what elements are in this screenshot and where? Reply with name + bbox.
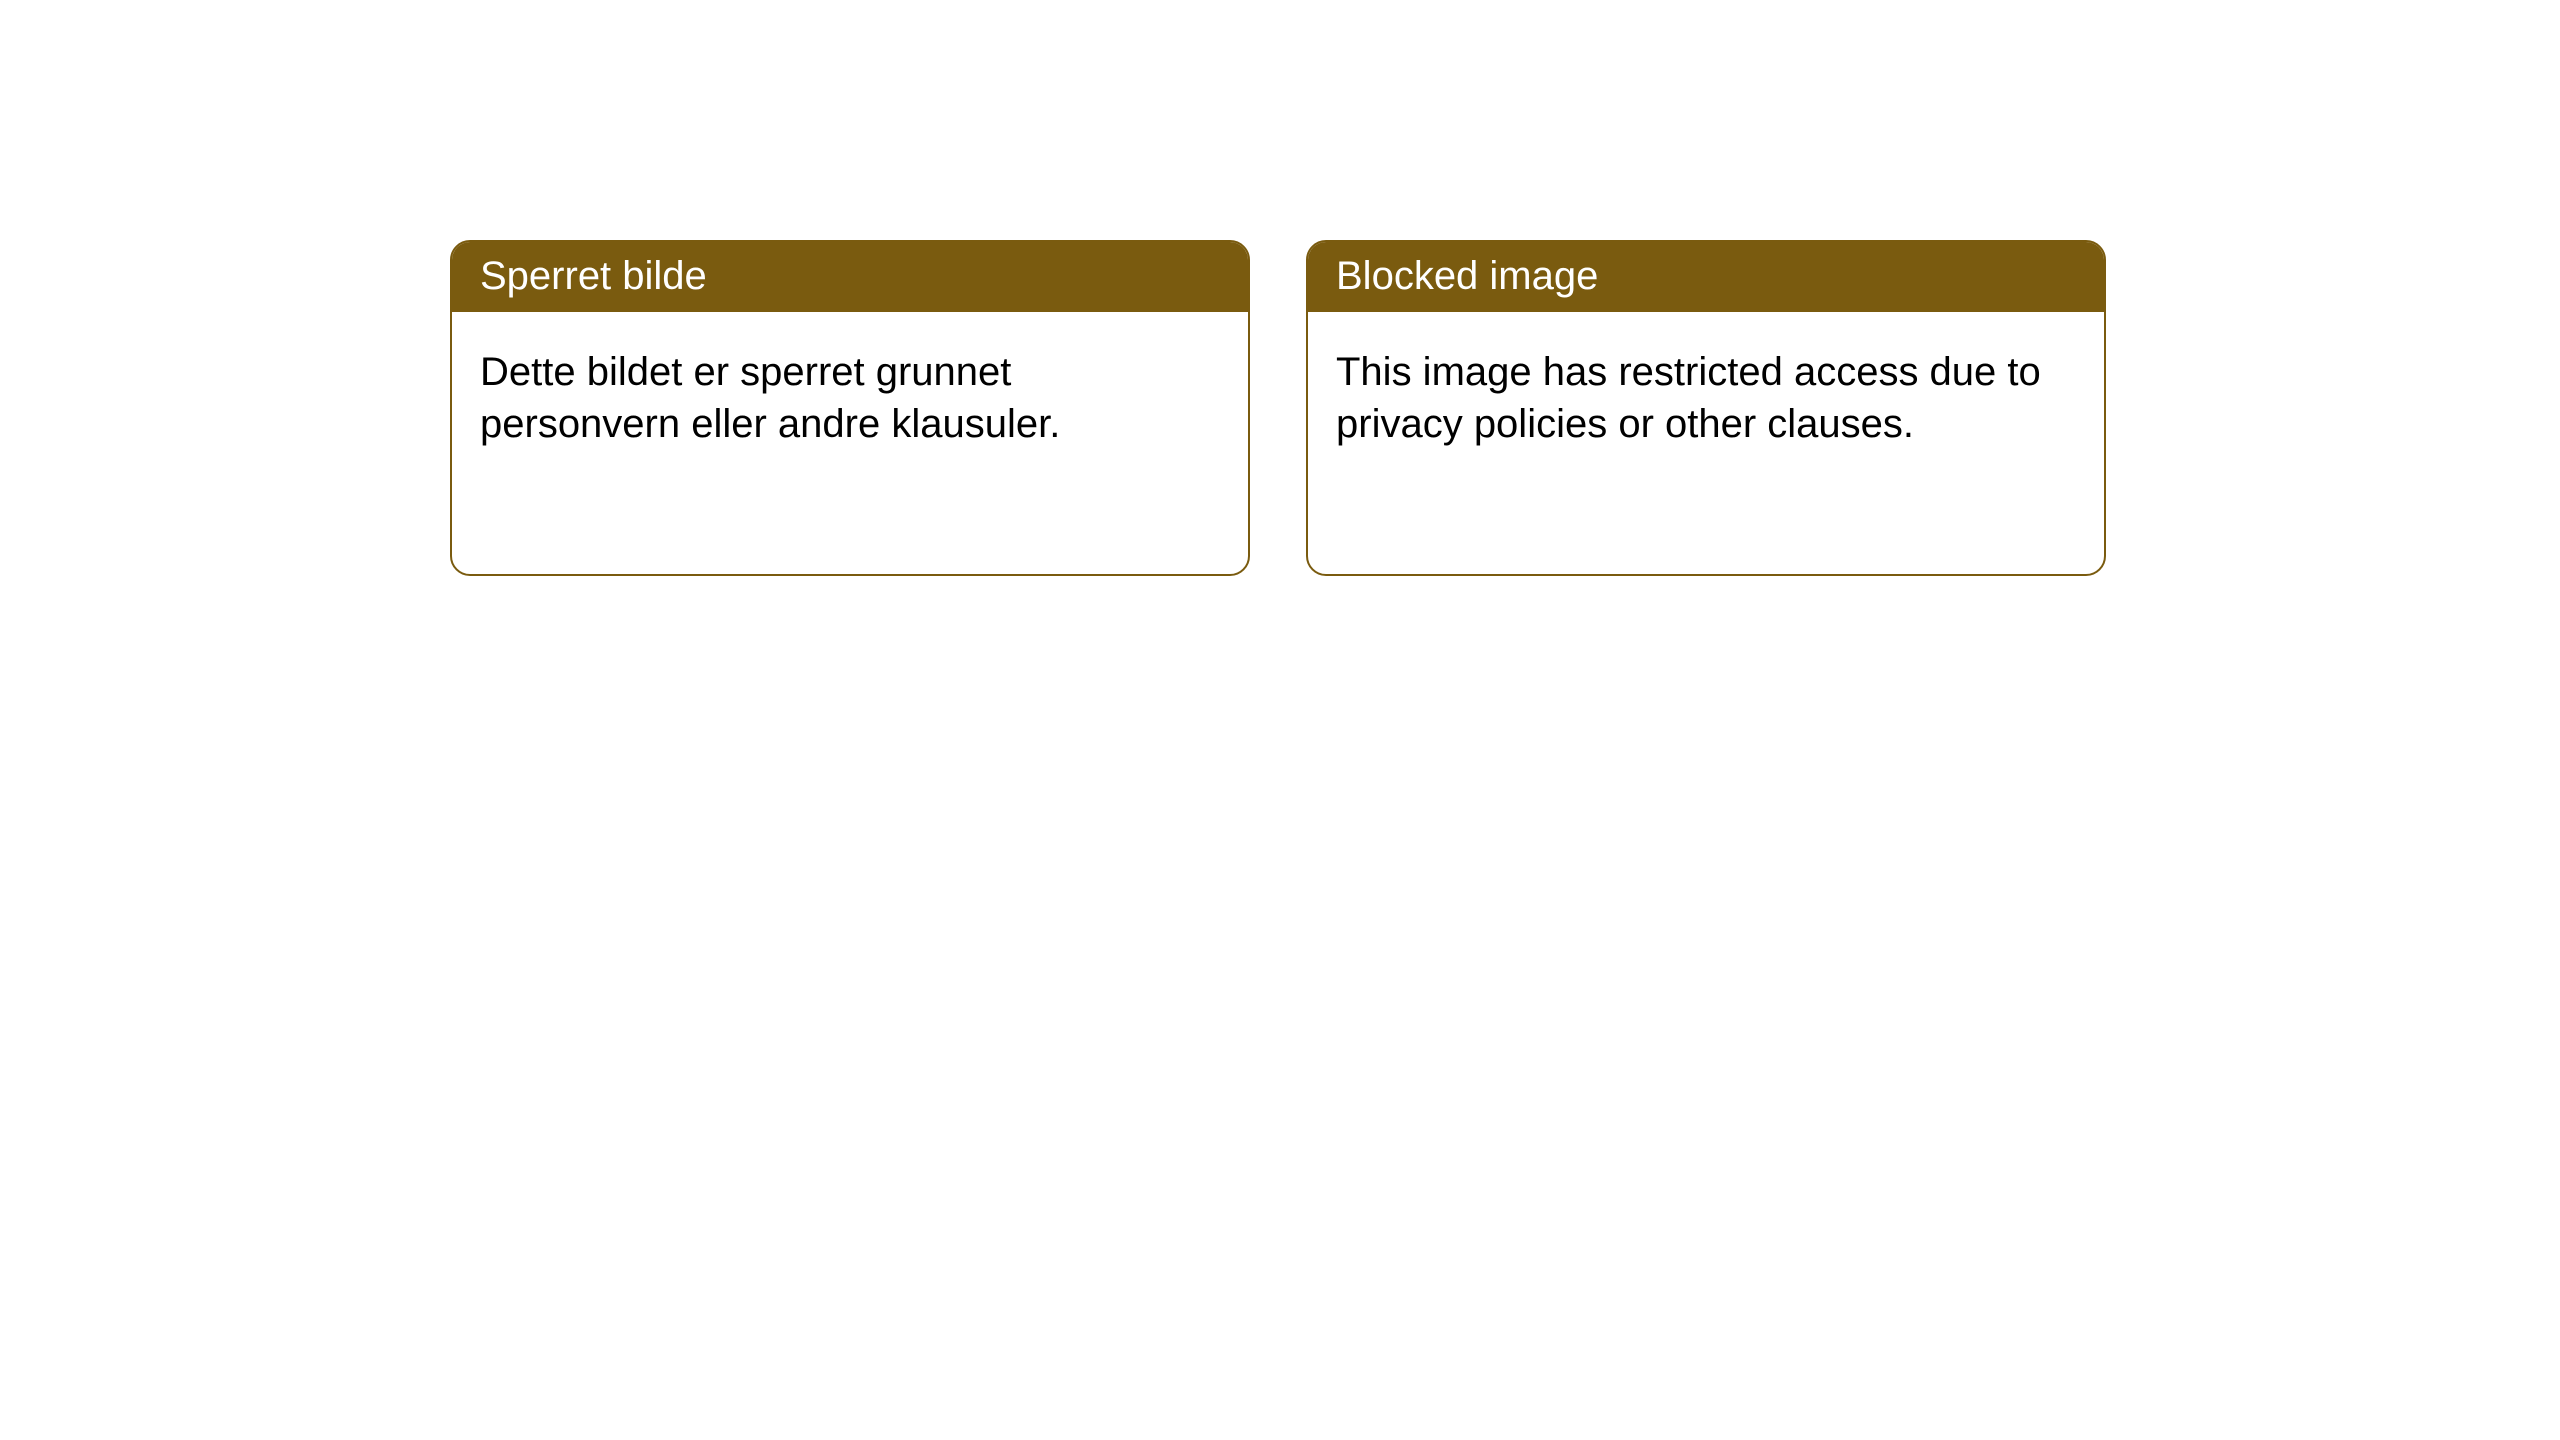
notice-body-english: This image has restricted access due to …	[1308, 312, 2104, 478]
notice-header-english: Blocked image	[1308, 242, 2104, 312]
notice-card-english: Blocked image This image has restricted …	[1306, 240, 2106, 576]
notice-card-norwegian: Sperret bilde Dette bildet er sperret gr…	[450, 240, 1250, 576]
notice-body-norwegian: Dette bildet er sperret grunnet personve…	[452, 312, 1248, 478]
blocked-image-notices: Sperret bilde Dette bildet er sperret gr…	[450, 240, 2106, 576]
notice-header-norwegian: Sperret bilde	[452, 242, 1248, 312]
